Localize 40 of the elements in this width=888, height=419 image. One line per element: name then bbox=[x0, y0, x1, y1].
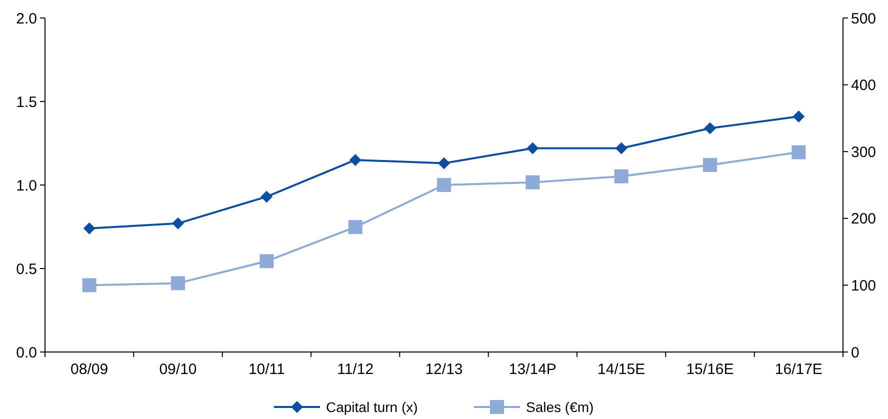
y2-tick-label: 100 bbox=[851, 277, 876, 294]
point bbox=[526, 175, 540, 190]
x-tick-label: 14/15E bbox=[598, 361, 646, 378]
legend-label: Capital turn (x) bbox=[326, 398, 418, 415]
point bbox=[437, 178, 451, 192]
x-tick-label: 13/14P bbox=[508, 361, 556, 378]
point bbox=[348, 220, 362, 234]
y-tick-label: 0.0 bbox=[16, 344, 37, 362]
y-tick-label: 1.5 bbox=[16, 94, 37, 111]
x-tick-label: 16/17E bbox=[774, 361, 822, 378]
point bbox=[792, 145, 806, 160]
point bbox=[260, 254, 274, 268]
x-tick-label: 11/12 bbox=[337, 361, 374, 378]
y2-tick-label: 200 bbox=[851, 210, 876, 228]
x-tick-label: 08/09 bbox=[70, 361, 108, 378]
x-tick-label: 15/16E bbox=[686, 361, 734, 378]
point bbox=[171, 276, 185, 290]
point bbox=[438, 157, 450, 170]
point bbox=[260, 190, 273, 203]
point bbox=[82, 278, 96, 292]
y-tick-label: 1.0 bbox=[16, 177, 37, 194]
point bbox=[792, 110, 805, 123]
y-tick-label: 0.5 bbox=[16, 260, 37, 278]
point bbox=[172, 217, 184, 230]
point bbox=[704, 122, 716, 134]
y2-tick-label: 500 bbox=[851, 10, 876, 28]
point bbox=[526, 142, 539, 154]
y2-tick-label: 400 bbox=[851, 77, 876, 94]
y2-tick-label: 300 bbox=[851, 144, 876, 161]
y-tick-label: 2.0 bbox=[16, 10, 37, 28]
point bbox=[83, 222, 96, 234]
point bbox=[614, 169, 628, 184]
x-tick-label: 12/13 bbox=[425, 361, 463, 378]
point bbox=[615, 142, 628, 154]
point bbox=[703, 158, 717, 172]
x-tick-label: 09/10 bbox=[159, 361, 197, 378]
y2-tick-label: 0 bbox=[851, 344, 860, 362]
x-tick-label: 10/11 bbox=[248, 361, 285, 378]
point bbox=[349, 154, 362, 166]
legend-label: Sales (€m) bbox=[526, 398, 594, 415]
